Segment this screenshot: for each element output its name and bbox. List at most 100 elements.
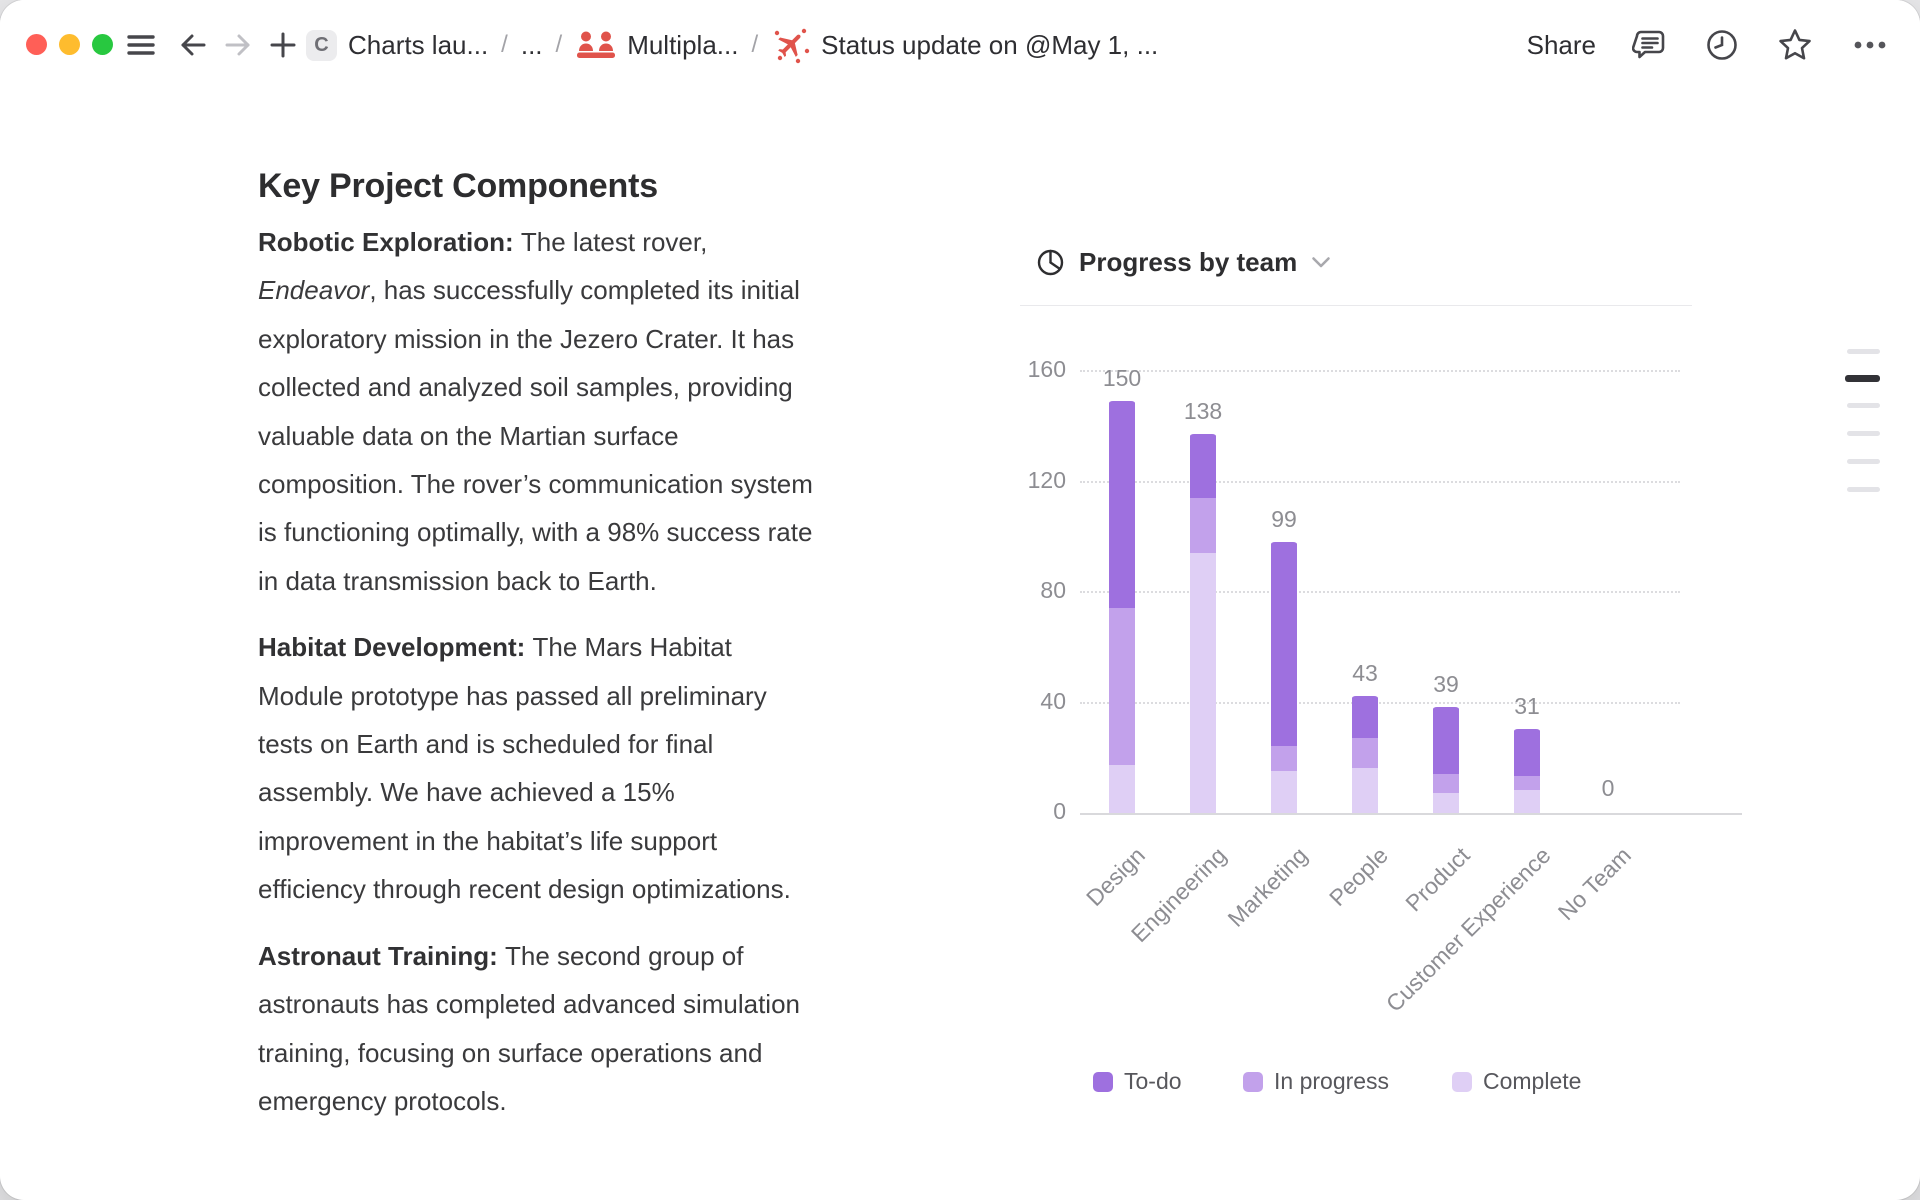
- paragraph[interactable]: Astronaut Training: The second group of …: [258, 932, 818, 1126]
- legend-swatch: [1093, 1071, 1113, 1092]
- toolbar-right: Share: [1527, 0, 1890, 90]
- bar-segment-in-progress[interactable]: [1514, 774, 1540, 791]
- outline-mark-active[interactable]: [1845, 375, 1880, 382]
- toolbar: C Charts lau... /... / Multipla... / Status u…: [0, 0, 1920, 90]
- favorite-button[interactable]: [1776, 26, 1814, 64]
- outline-mark[interactable]: [1847, 459, 1880, 464]
- chevron-down-icon: [1312, 257, 1331, 268]
- x-axis-label: Marketing: [1222, 842, 1313, 932]
- y-tick-label: 120: [1027, 466, 1066, 493]
- x-axis-label: Customer Experience: [1380, 842, 1556, 1017]
- bar-segment-to-do[interactable]: [1433, 705, 1459, 774]
- breadcrumb-item[interactable]: Charts lau...: [348, 30, 488, 61]
- share-button[interactable]: Share: [1526, 29, 1596, 60]
- forward-button[interactable]: [222, 29, 254, 61]
- outline-mark[interactable]: [1847, 487, 1880, 492]
- bar-segment-in-progress[interactable]: [1190, 495, 1216, 553]
- bar-segment-complete[interactable]: [1109, 763, 1135, 813]
- breadcrumb-label: ...: [520, 29, 543, 60]
- ellipsis-icon: [1854, 41, 1886, 49]
- bar-segment-to-do[interactable]: [1109, 399, 1135, 608]
- breadcrumb-label: Multipla...: [627, 29, 739, 60]
- comments-button[interactable]: [1632, 27, 1668, 63]
- team-icon: [577, 31, 616, 58]
- gridline-120: [1080, 480, 1680, 483]
- paragraph-italic-text: Endeavor: [258, 275, 370, 306]
- bar-segment-to-do[interactable]: [1352, 694, 1378, 738]
- bar-total-label: 150: [1102, 365, 1142, 391]
- sidebar-menu-button[interactable]: [125, 29, 157, 61]
- paragraph[interactable]: Robotic Exploration: The latest rover, E…: [258, 218, 818, 605]
- x-axis-label: Design: [1081, 842, 1151, 912]
- paragraph[interactable]: Habitat Development: The Mars Habitat Mo…: [258, 623, 818, 913]
- breadcrumb-label: Status update on @May 1, ...: [821, 29, 1159, 60]
- y-tick-label: 160: [1027, 356, 1066, 383]
- outline-mark[interactable]: [1847, 431, 1880, 436]
- close-window-button[interactable]: [26, 34, 47, 55]
- paragraph-bold-lead: Robotic Exploration:: [258, 227, 521, 257]
- bar-segment-complete[interactable]: [1352, 766, 1378, 813]
- legend-item: Complete: [1452, 1068, 1581, 1095]
- document-body[interactable]: Robotic Exploration: The latest rover, E…: [258, 218, 818, 1143]
- x-axis-label: No Team: [1553, 842, 1637, 926]
- x-axis-label: People: [1324, 842, 1394, 912]
- paragraph-text: The latest rover,: [520, 227, 708, 257]
- bar-total-label: 138: [1183, 398, 1223, 425]
- x-axis-line: [1080, 813, 1742, 815]
- star-icon: [1779, 29, 1811, 60]
- comment-icon: [1632, 30, 1665, 59]
- minimize-window-button[interactable]: [59, 34, 80, 55]
- bar-segment-to-do[interactable]: [1190, 432, 1216, 498]
- gridline-80: [1080, 591, 1680, 594]
- breadcrumb-item[interactable]: ...: [521, 30, 543, 61]
- paragraph-bold-lead: Habitat Development:: [258, 632, 533, 663]
- more-options-button[interactable]: [1850, 27, 1890, 63]
- paragraph-bold-lead: Astronaut Training:: [258, 940, 505, 971]
- legend-swatch: [1452, 1071, 1472, 1092]
- bar-segment-in-progress[interactable]: [1433, 771, 1459, 793]
- back-arrow-icon: [181, 34, 206, 56]
- traffic-lights: [26, 34, 113, 55]
- breadcrumb-item[interactable]: Status update on @May 1, ...: [771, 25, 1158, 65]
- breadcrumb-separator: /: [501, 31, 508, 58]
- bar-segment-complete[interactable]: [1271, 768, 1297, 813]
- page-title: Key Project Components: [258, 166, 658, 205]
- bar-segment-complete[interactable]: [1514, 788, 1540, 813]
- bar-segment-complete[interactable]: [1190, 550, 1216, 813]
- outline-mark[interactable]: [1847, 403, 1880, 408]
- chart-header-divider: [1020, 305, 1692, 306]
- bar-segment-in-progress[interactable]: [1352, 735, 1378, 769]
- y-tick-label: 0: [1053, 798, 1066, 824]
- gridline-40: [1080, 701, 1680, 704]
- back-button[interactable]: [177, 29, 209, 61]
- forward-arrow-icon: [225, 34, 250, 56]
- y-tick-label: 80: [1040, 577, 1066, 604]
- history-button[interactable]: [1704, 27, 1740, 63]
- legend-swatch: [1243, 1071, 1263, 1092]
- hamburger-icon: [127, 35, 155, 55]
- breadcrumb: Charts lau... /... / Multipla... / Status upd…: [348, 0, 1158, 90]
- bar-segment-complete[interactable]: [1433, 790, 1459, 813]
- bar-segment-to-do[interactable]: [1514, 727, 1540, 777]
- paragraph-text: , has successfully completed its initial…: [258, 275, 813, 596]
- bar-segment-in-progress[interactable]: [1271, 744, 1297, 771]
- legend-label: Complete: [1483, 1068, 1582, 1094]
- bar-total-label: 39: [1433, 671, 1459, 698]
- legend-item: In progress: [1243, 1068, 1389, 1095]
- bar-segment-in-progress[interactable]: [1109, 606, 1135, 766]
- breadcrumb-separator: /: [555, 31, 563, 58]
- new-page-button[interactable]: [267, 29, 299, 61]
- bar-total-label: 99: [1271, 505, 1297, 532]
- chart-title: Progress by team: [1079, 247, 1298, 277]
- bar-segment-to-do[interactable]: [1271, 539, 1297, 746]
- outline-mark[interactable]: [1847, 349, 1880, 354]
- breadcrumb-label: Charts lau...: [348, 29, 489, 60]
- chart-title-dropdown[interactable]: Progress by team: [1036, 247, 1331, 278]
- status-rocket-icon: [774, 28, 810, 64]
- plus-icon: [270, 32, 296, 58]
- y-tick-label: 40: [1040, 687, 1066, 714]
- zoom-window-button[interactable]: [92, 34, 113, 55]
- pie-chart-icon: [1037, 249, 1064, 276]
- breadcrumb-item[interactable]: Multipla...: [575, 30, 738, 61]
- workspace-icon: C: [306, 30, 337, 61]
